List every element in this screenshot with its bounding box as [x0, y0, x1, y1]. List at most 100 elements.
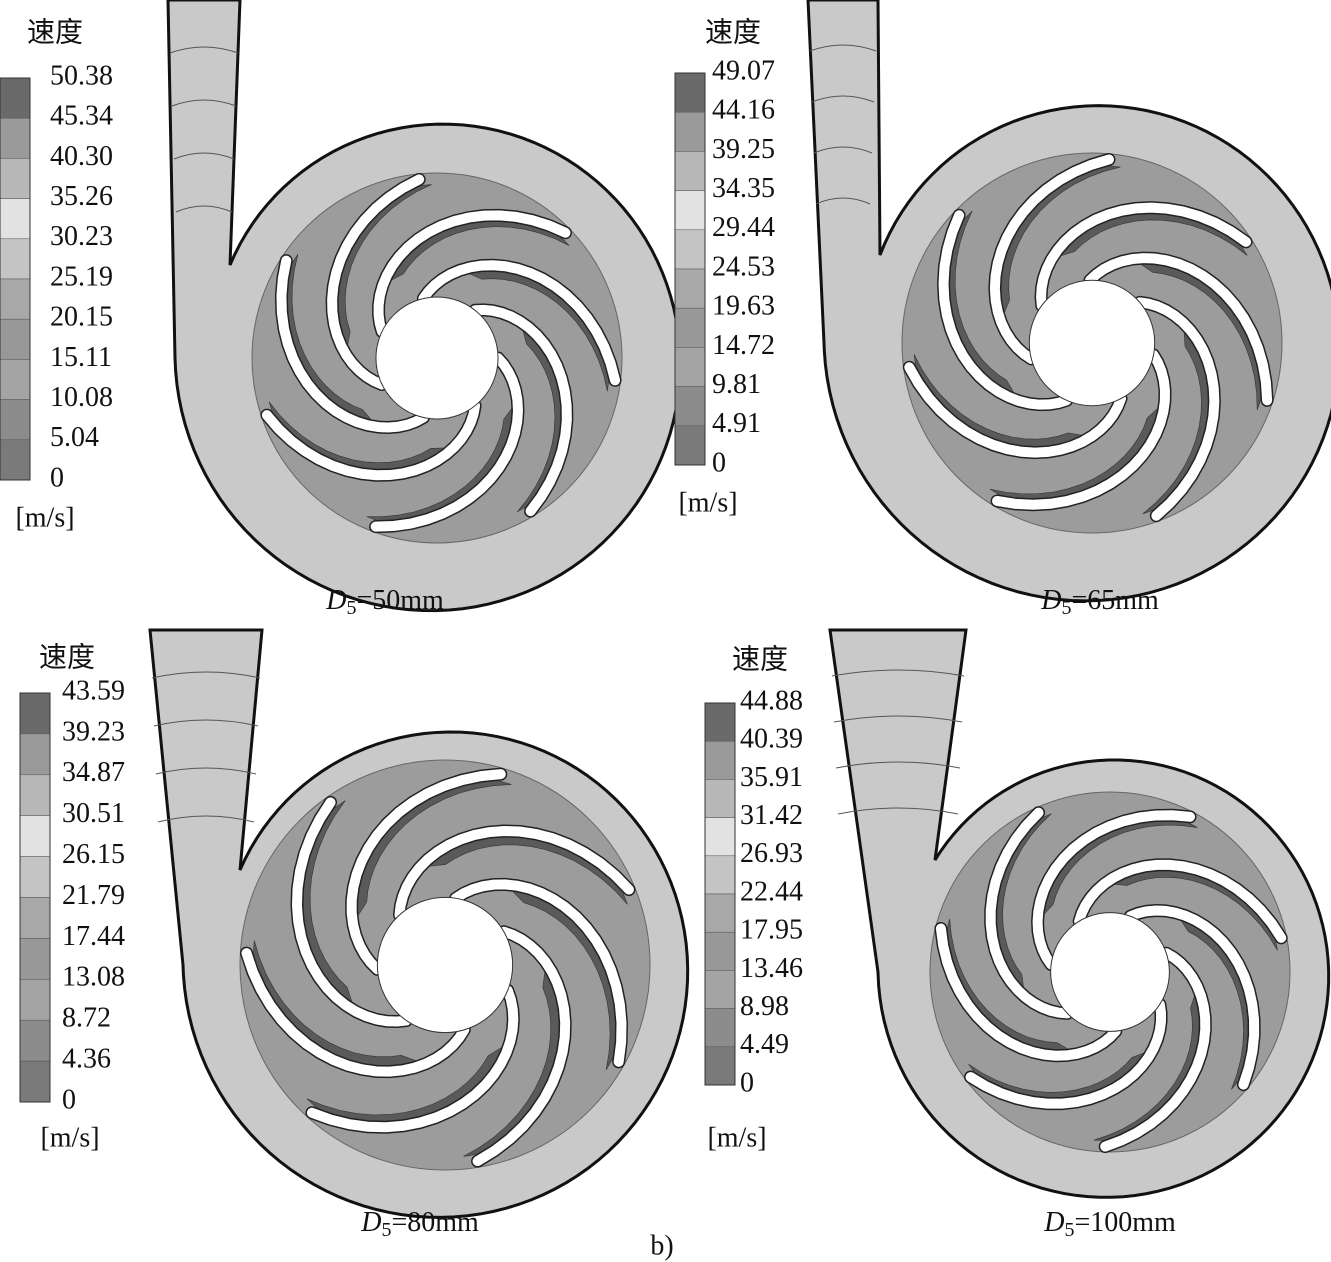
caption-symbol: D: [325, 585, 346, 616]
blade: [1125, 905, 1260, 1090]
legend-band: [704, 970, 736, 1009]
legend-level: 43.59: [62, 675, 125, 706]
caption-text: =65mm: [1071, 585, 1159, 616]
blade: [261, 400, 481, 481]
blade: [370, 353, 523, 532]
legend-band: [704, 779, 736, 818]
legend-band: [704, 740, 736, 780]
legend-band: [0, 318, 31, 360]
legend-level: 30.51: [62, 798, 125, 829]
legend-band: [0, 117, 31, 159]
pipe-contour: [169, 46, 239, 54]
legend-band: [0, 439, 31, 481]
hub: [375, 296, 499, 420]
caption: D5=100mm: [1043, 1207, 1176, 1240]
legend-level: 24.53: [712, 251, 775, 282]
blade: [373, 210, 571, 337]
legend-band: [674, 347, 706, 387]
blade: [418, 260, 621, 386]
caption-text: =50mm: [356, 585, 444, 616]
legend-level: 45.34: [50, 101, 113, 132]
blade: [1134, 297, 1220, 521]
legend-band: [674, 190, 706, 231]
legend-level: 5.04: [50, 422, 99, 453]
legend-level: 40.30: [50, 141, 113, 172]
blade: [992, 349, 1170, 510]
legend-band: [19, 938, 51, 980]
legend-level: 34.35: [712, 173, 775, 204]
blade: [935, 923, 1121, 1061]
legend-frame: [704, 702, 736, 1086]
legend-band: [0, 399, 31, 441]
legend-band: [19, 733, 51, 776]
legend-band: [674, 72, 706, 113]
legend-band: [704, 702, 736, 742]
legend-band: [674, 386, 706, 427]
legend-level: 35.26: [50, 181, 113, 212]
legend-level: 22.44: [740, 876, 803, 907]
pipe-contour: [173, 152, 235, 160]
blade: [1084, 253, 1273, 406]
legend-level: 0: [50, 462, 64, 493]
legend-level: 14.72: [712, 330, 775, 361]
blade: [904, 362, 1127, 458]
panel: 速度 50.38 45.34 40.30 35.26 30.23 25.19 20.15 15.…: [0, 0, 682, 619]
legend-band: [704, 1008, 736, 1048]
legend-title: 速度: [39, 641, 95, 673]
legend-level: 30.23: [50, 221, 113, 252]
pipe-contour: [837, 807, 959, 815]
legend-level: 15.11: [50, 342, 112, 373]
pipe-contour: [835, 761, 961, 769]
legend-band: [19, 1019, 51, 1062]
legend-band: [674, 111, 706, 152]
legend-band: [19, 897, 51, 939]
legend-level: 0: [740, 1067, 754, 1098]
legend-band: [674, 307, 706, 348]
hub: [1050, 912, 1170, 1032]
legend-level: 17.95: [740, 915, 803, 946]
caption-subscript: 5: [1061, 597, 1071, 619]
legend-band: [19, 815, 51, 857]
legend-unit: [m/s]: [707, 1122, 766, 1153]
pipe-contour: [833, 715, 963, 723]
caption: D5=80mm: [360, 1207, 479, 1240]
caption-symbol: D: [1043, 1207, 1064, 1238]
legend-level: 39.23: [62, 716, 125, 747]
legend-unit: [m/s]: [40, 1122, 99, 1153]
pipe-contour: [813, 146, 873, 154]
blade: [965, 999, 1167, 1109]
panel: 速度 49.07 44.16 39.25 34.35 29.44 24.53 19.63 14.…: [674, 0, 1331, 619]
legend-band: [0, 359, 31, 400]
legend-band: [19, 692, 51, 735]
legend-level: 44.88: [740, 685, 803, 716]
legend-band: [674, 229, 706, 270]
pipe-contour: [831, 669, 965, 677]
legend-level: 8.98: [740, 991, 789, 1022]
legend-band: [704, 893, 736, 933]
caption-subscript: 5: [346, 597, 356, 619]
legend-band: [704, 931, 736, 971]
legend-title: 速度: [27, 16, 83, 48]
blade: [306, 985, 519, 1133]
caption-text: =80mm: [391, 1207, 479, 1238]
legend-level: 39.25: [712, 134, 775, 165]
legend-frame: [674, 72, 706, 466]
blade: [470, 304, 572, 517]
blade: [1036, 202, 1252, 311]
legend-level: 9.81: [712, 369, 761, 400]
caption: D5=50mm: [325, 585, 444, 618]
legend-band: [0, 158, 31, 199]
caption: D5=65mm: [1040, 585, 1159, 618]
hub: [376, 896, 514, 1034]
legend-band: [674, 268, 706, 309]
caption-symbol: D: [1040, 585, 1061, 616]
legend-level: 49.07: [712, 55, 775, 86]
legend-band: [0, 77, 31, 119]
legend-frame: [0, 77, 31, 481]
blade: [291, 797, 412, 1027]
pipe-contour: [811, 95, 875, 103]
legend-level: 40.39: [740, 724, 803, 755]
legend-level: 19.63: [712, 291, 775, 322]
legend-band: [19, 979, 51, 1021]
